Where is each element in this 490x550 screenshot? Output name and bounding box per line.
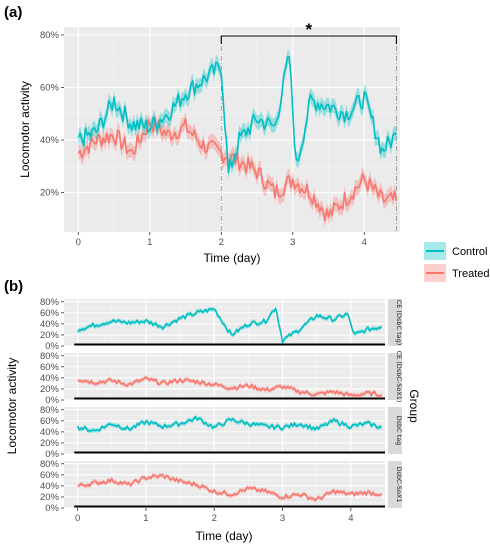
facet-2-y-tick-label: 0%: [45, 395, 59, 406]
control-series-line: [77, 55, 397, 174]
significance-bracket: [220, 35, 397, 44]
facet-4-y-tick-label: 80%: [40, 459, 60, 470]
facet-4-x-tick-label: 3: [280, 513, 285, 524]
panel-a-y-tick-label: 20%: [40, 188, 60, 199]
panel-a-x-tick-label: 4: [362, 237, 367, 248]
panel-a-y-tick-label: 80%: [40, 30, 60, 41]
panel-a-y-tick-label: 60%: [40, 82, 60, 93]
facet-strip-label: CE (DsbC-SoX1): [395, 351, 403, 403]
facet-3-y-tick-label: 0%: [45, 449, 59, 460]
facet-3-y-tick-label: 20%: [40, 438, 60, 449]
facet-strip-label: DsbC tag: [395, 416, 403, 446]
facet-strip: [388, 461, 402, 508]
facet-3-background: [64, 407, 385, 454]
facet-1-y-tick-label: 60%: [40, 308, 60, 319]
facet-strip: [388, 353, 402, 400]
facet-4-x-tick-label: 1: [143, 513, 148, 524]
facet-4-x-tick-label: 4: [348, 513, 353, 524]
facet-3-y-tick-label: 60%: [40, 416, 60, 427]
facet-3-y-tick-label: 40%: [40, 427, 60, 438]
facet-strip: [388, 407, 402, 454]
facet-1-y-tick-label: 80%: [40, 297, 60, 308]
facet-strip: [388, 299, 402, 346]
panel-a-label: (a): [4, 4, 22, 21]
facet-1-y-tick-label: 0%: [45, 341, 59, 352]
facet-2-y-tick-label: 40%: [40, 373, 60, 384]
facet-2-y-tick-label: 20%: [40, 384, 60, 395]
control-series-ribbon: [78, 49, 397, 180]
facet-4-y-tick-label: 0%: [45, 503, 59, 514]
legend-label-treated: Treated: [452, 268, 490, 280]
facet-3-y-tick-label: 80%: [40, 405, 60, 416]
facet-2-y-tick-label: 60%: [40, 362, 60, 373]
panel-a-y-axis-title: Locomotor activity: [18, 81, 32, 178]
facet-4-x-tick-label: 2: [212, 513, 217, 524]
facet-4-y-tick-label: 40%: [40, 481, 60, 492]
facet-2-y-tick-label: 80%: [40, 351, 60, 362]
panel-a-x-tick-label: 2: [219, 237, 224, 248]
facet-1-background: [64, 299, 385, 346]
facet-4-y-tick-label: 20%: [40, 492, 60, 503]
panel-a-x-tick-label: 0: [76, 237, 81, 248]
panel-a-y-tick-label: 40%: [40, 135, 60, 146]
facet-1-series-line: [77, 307, 383, 344]
panel-a-x-axis-title: Time (day): [204, 251, 261, 265]
facet-1-y-tick-label: 40%: [40, 319, 60, 330]
facet-strip-label: DsbC-SoX1: [395, 466, 403, 502]
legend-label-control: Control: [452, 246, 487, 258]
facet-2-series-line: [77, 376, 383, 398]
facet-4-y-tick-label: 60%: [40, 470, 60, 481]
facet-strip-label: CE (DsbC tag): [395, 300, 403, 346]
panel-a-x-tick-label: 1: [147, 237, 152, 248]
significance-asterisk: *: [306, 20, 313, 39]
facet-4-x-tick-label: 0: [75, 513, 80, 524]
facet-group-title: Group: [407, 389, 421, 423]
panel-b-y-axis-title: Locomotor activity: [5, 358, 19, 455]
panel-a-x-tick-label: 3: [290, 237, 295, 248]
treated-series-ribbon: [78, 110, 397, 228]
facet-4-background: [64, 461, 385, 508]
panel-b-label: (b): [4, 278, 23, 295]
facet-3-series-line: [76, 415, 382, 433]
facet-4-series-line: [77, 474, 382, 502]
facet-1-y-tick-label: 20%: [40, 330, 60, 341]
panel-b-x-axis-title: Time (day): [196, 529, 253, 543]
